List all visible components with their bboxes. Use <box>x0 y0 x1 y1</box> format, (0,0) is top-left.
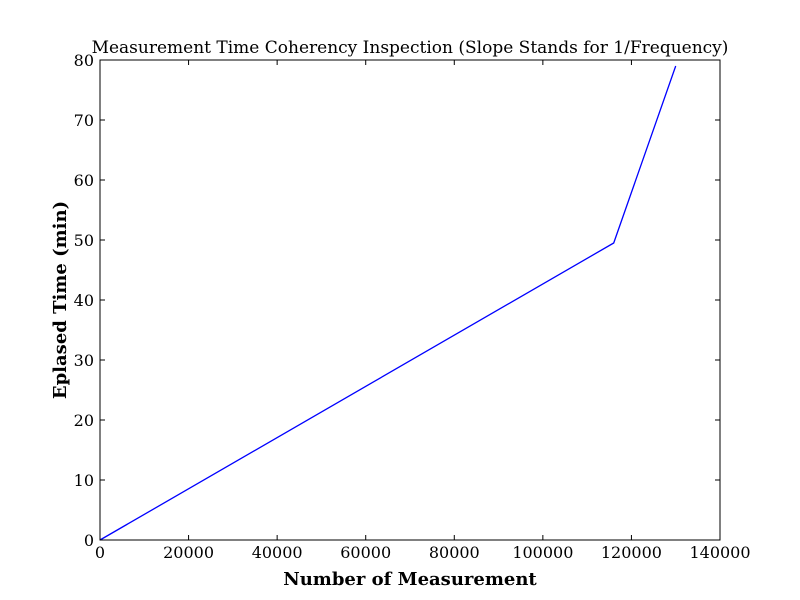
y-tick-label: 30 <box>74 351 94 370</box>
x-tick-label: 60000 <box>340 543 391 562</box>
series-line-0 <box>99 65 677 541</box>
y-tick-label: 60 <box>74 171 94 190</box>
x-tick-label: 0 <box>95 543 105 562</box>
y-tick-label: 50 <box>74 231 94 250</box>
x-tick-label: 100000 <box>512 543 573 562</box>
x-tick-label: 140000 <box>689 543 750 562</box>
plot-area: 0 20000 40000 60000 80000 100000 120000 140000 0… <box>74 51 751 562</box>
x-axis-title: Number of Measurement <box>283 569 537 590</box>
y-tick-label: 40 <box>74 291 94 310</box>
y-axis-title: Eplased Time (min) <box>50 201 71 399</box>
y-tick-label: 80 <box>74 51 94 70</box>
x-tick-label: 40000 <box>252 543 303 562</box>
chart-title: Measurement Time Coherency Inspection (S… <box>92 38 729 58</box>
y-tick-label: 20 <box>74 411 94 430</box>
x-tick-label: 80000 <box>429 543 480 562</box>
plot-frame <box>99 59 721 541</box>
y-tick-label: 0 <box>84 531 94 550</box>
x-tick-label: 120000 <box>601 543 662 562</box>
x-tick-label: 20000 <box>163 543 214 562</box>
y-tick-label: 70 <box>74 111 94 130</box>
y-tick-label: 10 <box>74 471 94 490</box>
